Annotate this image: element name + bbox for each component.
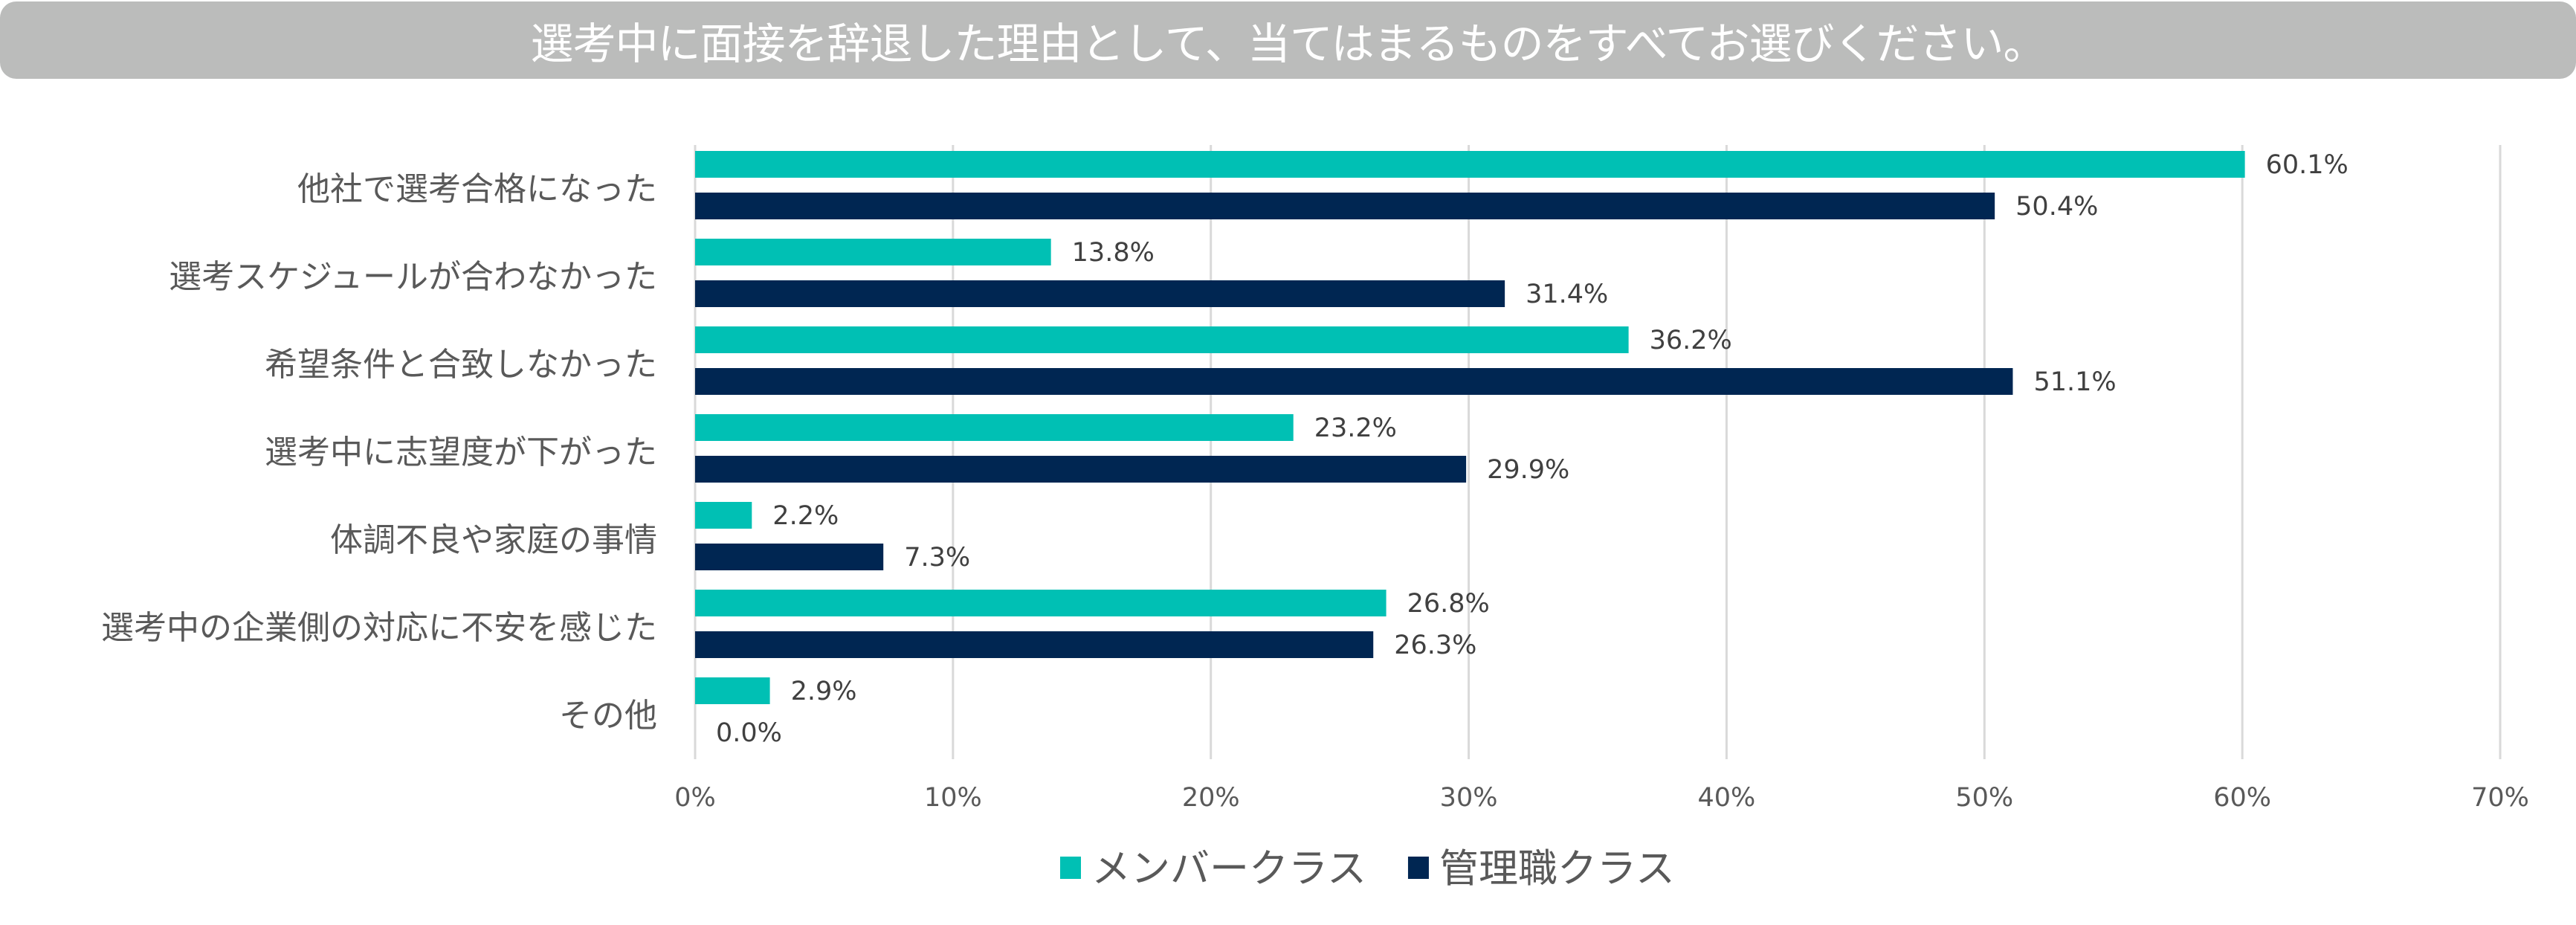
- x-tick-label: 40%: [1698, 783, 1756, 813]
- data-label: 31.4%: [1526, 280, 1608, 309]
- data-label: 7.3%: [904, 543, 970, 573]
- data-label: 26.3%: [1394, 631, 1476, 660]
- chart-title: 選考中に面接を辞退した理由として、当てはまるものをすべてお選びください。: [530, 19, 2046, 69]
- legend-swatch: [1407, 857, 1429, 879]
- data-label: 13.8%: [1072, 238, 1155, 268]
- bar-member: [695, 590, 1387, 616]
- data-label: 36.2%: [1650, 326, 1732, 355]
- bar-manager: [695, 544, 884, 570]
- bar-member: [695, 414, 1294, 441]
- category-label: 他社で選考合格になった: [297, 170, 657, 208]
- data-label: 29.9%: [1487, 455, 1569, 485]
- data-label: 2.2%: [772, 501, 839, 531]
- bar-manager: [695, 193, 1995, 219]
- bar-member: [695, 151, 2245, 178]
- bar-manager: [695, 631, 1374, 658]
- legend-label: 管理職クラス: [1439, 846, 1675, 892]
- legend-label: メンバークラス: [1091, 846, 1366, 892]
- category-label: 選考中に志望度が下がった: [265, 434, 657, 471]
- bar-member: [695, 239, 1051, 265]
- category-label: その他: [559, 697, 657, 735]
- data-label: 23.2%: [1314, 413, 1397, 443]
- x-tick-label: 30%: [1440, 783, 1498, 813]
- x-tick-label: 20%: [1182, 783, 1240, 813]
- category-label: 希望条件と合致しなかった: [265, 346, 657, 384]
- bar-manager: [695, 280, 1505, 307]
- x-tick-label: 60%: [2213, 783, 2271, 813]
- x-tick-label: 10%: [924, 783, 982, 813]
- data-label: 50.4%: [2015, 192, 2098, 222]
- x-tick-label: 70%: [2471, 783, 2529, 813]
- data-label: 60.1%: [2266, 150, 2349, 180]
- data-label: 51.1%: [2033, 367, 2116, 397]
- chart-title-bar: 選考中に面接を辞退した理由として、当てはまるものをすべてお選びください。: [0, 1, 2576, 79]
- category-label: 体調不良や家庭の事情: [330, 521, 657, 559]
- bar-member: [695, 326, 1629, 353]
- data-label: 2.9%: [791, 677, 857, 706]
- category-label: 選考スケジュールが合わなかった: [169, 258, 657, 296]
- bar-member: [695, 677, 770, 704]
- bar-manager: [695, 456, 1467, 483]
- legend-swatch: [1060, 857, 1081, 879]
- bar-member: [695, 502, 752, 529]
- category-label: 選考中の企業側の対応に不安を感じた: [101, 609, 657, 647]
- data-label: 26.8%: [1407, 589, 1490, 619]
- data-label: 0.0%: [716, 718, 782, 748]
- x-tick-label: 50%: [1955, 783, 2013, 813]
- x-tick-label: 0%: [674, 783, 716, 813]
- bar-manager: [695, 368, 2013, 395]
